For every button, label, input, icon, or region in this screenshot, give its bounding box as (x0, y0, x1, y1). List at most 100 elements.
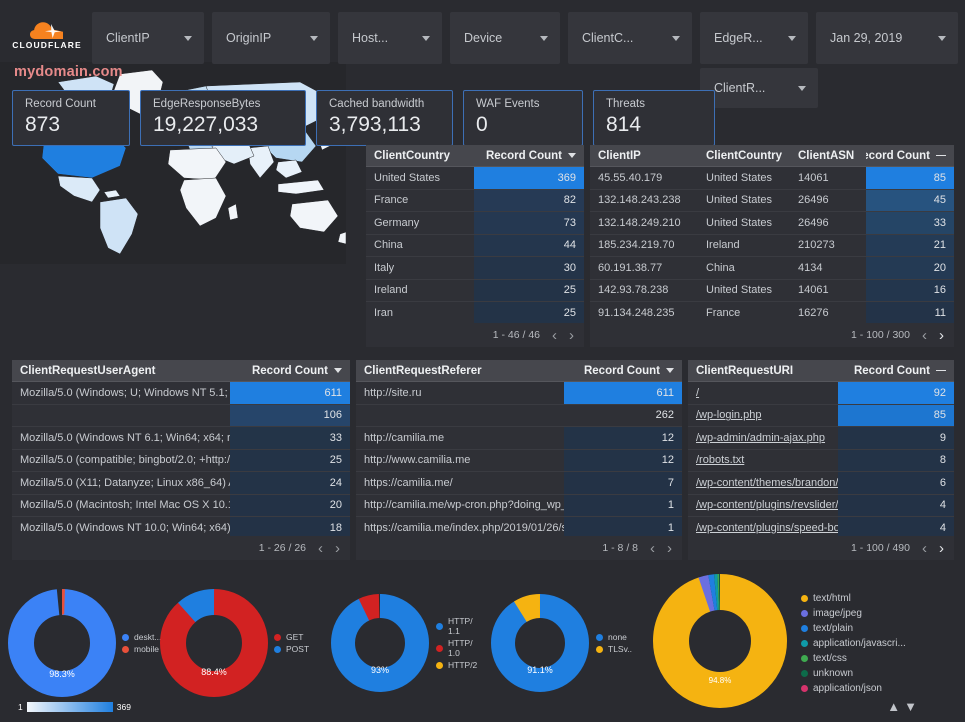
table-row[interactable]: http://site.ru 611 (356, 382, 682, 405)
next-page-button[interactable]: › (939, 326, 944, 344)
column-header-record-count[interactable]: Record Count — (838, 365, 954, 377)
column-header-clientip[interactable]: ClientIP (598, 149, 641, 162)
table-row[interactable]: /wp-content/plugins/revslider/rs-p... 4 (688, 494, 954, 517)
table-row[interactable]: https://camilia.me/ 7 (356, 472, 682, 495)
table-row[interactable]: 132.148.249.210 United States 26496 33 (590, 212, 954, 235)
table-row[interactable]: 91.134.248.235 France 16276 11 (590, 302, 954, 323)
table-row[interactable]: Mozilla/5.0 (Windows NT 6.1; Win64; x64;… (12, 427, 350, 450)
next-page-button[interactable]: › (335, 539, 340, 557)
cell-uri-link[interactable]: / (696, 386, 700, 399)
table-row[interactable]: Mozilla/5.0 (compatible; bingbot/2.0; +h… (12, 449, 350, 472)
legend-item[interactable]: deskt... (122, 632, 161, 642)
kpi-threats[interactable]: Threats 814 (593, 90, 715, 146)
next-page-button[interactable]: › (569, 326, 574, 344)
chart-device-type[interactable]: 98.3% deskt... mobile (8, 568, 161, 718)
sort-up-icon[interactable]: ▲ (887, 699, 901, 714)
column-header-referer[interactable]: ClientRequestReferer (364, 364, 482, 377)
filter-host[interactable]: Host... (338, 12, 442, 64)
filter-originip[interactable]: OriginIP (212, 12, 330, 64)
cell-uri-link[interactable]: /wp-content/plugins/speed-booste... (696, 521, 838, 534)
table-row[interactable]: /wp-content/themes/brandon/plu... 6 (688, 472, 954, 495)
kpi-edge-response-bytes[interactable]: EdgeResponseBytes 19,227,033 (140, 90, 306, 146)
table-row[interactable]: /wp-content/plugins/speed-booste... 4 (688, 517, 954, 536)
chart-request-method[interactable]: 88.4% GET POST (160, 568, 309, 718)
prev-page-button[interactable]: ‹ (552, 326, 557, 344)
legend-item[interactable]: mobile (122, 644, 161, 654)
legend-item[interactable]: TLSv.. (596, 644, 632, 654)
column-header-uri[interactable]: ClientRequestURI (696, 364, 794, 377)
legend-item[interactable]: text/css (801, 653, 906, 664)
table-row[interactable]: /robots.txt 8 (688, 449, 954, 472)
cell-uri-link[interactable]: /robots.txt (696, 454, 745, 467)
prev-page-button[interactable]: ‹ (922, 539, 927, 557)
column-header-clientasn[interactable]: ClientASN (798, 149, 855, 162)
cell-uri-link[interactable]: /wp-content/themes/brandon/plu... (696, 476, 838, 489)
legend-item[interactable]: text/plain (801, 623, 906, 634)
table-row[interactable]: http://camilia.me 12 (356, 427, 682, 450)
table-row[interactable]: Mozilla/5.0 (X11; Datanyze; Linux x86_64… (12, 472, 350, 495)
table-row[interactable]: Mozilla/5.0 (Windows NT 10.0; Win64; x64… (12, 517, 350, 536)
legend-item[interactable]: application/json (801, 683, 906, 694)
chart-tls-version[interactable]: 91.1% none TLSv.. (490, 568, 632, 718)
column-header-clientcountry[interactable]: ClientCountry (374, 149, 451, 162)
column-header-record-count[interactable]: Record Count — (866, 150, 954, 162)
kpi-record-count[interactable]: Record Count 873 (12, 90, 130, 146)
legend-item[interactable]: HTTP/ 1.1 (436, 616, 477, 636)
filter-edgeresponse[interactable]: EdgeR... (700, 12, 808, 64)
filter-clientcountry[interactable]: ClientC... (568, 12, 692, 64)
prev-page-button[interactable]: ‹ (318, 539, 323, 557)
table-row[interactable]: 185.234.219.70 Ireland 210273 21 (590, 234, 954, 257)
filter-clientip[interactable]: ClientIP (92, 12, 204, 64)
cell-uri-link[interactable]: /wp-login.php (696, 409, 762, 422)
table-row[interactable]: Ireland 25 (366, 279, 584, 302)
table-row[interactable]: /wp-admin/admin-ajax.php 9 (688, 427, 954, 450)
column-header-record-count[interactable]: Record Count (474, 150, 584, 162)
chart-http-version[interactable]: 93% HTTP/ 1.1 HTTP/ 1.0 HTTP/2 (330, 568, 477, 718)
kpi-cached-bandwidth[interactable]: Cached bandwidth 3,793,113 (316, 90, 453, 146)
table-row[interactable]: http://www.camilia.me 12 (356, 449, 682, 472)
filter-clientrequest[interactable]: ClientR... (700, 68, 818, 108)
legend-item[interactable]: image/jpeg (801, 608, 906, 619)
column-header-clientcountry[interactable]: ClientCountry (706, 149, 783, 162)
table-row[interactable]: /wp-login.php 85 (688, 404, 954, 427)
cell-uri-link[interactable]: /wp-content/plugins/revslider/rs-p... (696, 499, 838, 512)
table-row[interactable]: / 92 (688, 382, 954, 405)
table-row[interactable]: Iran 25 (366, 302, 584, 323)
table-row[interactable]: France 82 (366, 189, 584, 212)
prev-page-button[interactable]: ‹ (922, 326, 927, 344)
legend-item[interactable]: text/html (801, 593, 906, 604)
legend-item[interactable]: GET (274, 632, 309, 642)
filter-date-range[interactable]: Jan 29, 2019 (816, 12, 958, 64)
column-header-useragent[interactable]: ClientRequestUserAgent (20, 364, 156, 377)
table-row[interactable]: Italy 30 (366, 257, 584, 280)
table-row[interactable]: 142.93.78.238 United States 14061 16 (590, 279, 954, 302)
cell-uri-link[interactable]: /wp-admin/admin-ajax.php (696, 431, 826, 444)
table-row[interactable]: Mozilla/5.0 (Macintosh; Intel Mac OS X 1… (12, 494, 350, 517)
next-page-button[interactable]: › (667, 539, 672, 557)
legend-item[interactable]: none (596, 632, 632, 642)
table-row[interactable]: China 44 (366, 234, 584, 257)
next-page-button[interactable]: › (939, 539, 944, 557)
table-row[interactable]: https://camilia.me/index.php/2019/01/26/… (356, 517, 682, 536)
table-row[interactable]: 106 (12, 404, 350, 427)
table-row[interactable]: Germany 73 (366, 212, 584, 235)
column-header-record-count[interactable]: Record Count (564, 365, 682, 377)
table-row[interactable]: United States 369 (366, 167, 584, 190)
legend-item[interactable]: POST (274, 644, 309, 654)
table-row[interactable]: 45.55.40.179 United States 14061 85 (590, 167, 954, 190)
table-row[interactable]: Mozilla/5.0 (Windows; U; Windows NT 5.1;… (12, 382, 350, 405)
table-row[interactable]: 60.191.38.77 China 4134 20 (590, 257, 954, 280)
table-row[interactable]: 262 (356, 405, 682, 427)
legend-item[interactable]: application/javascri... (801, 638, 906, 649)
legend-item[interactable]: HTTP/ 1.0 (436, 638, 477, 658)
sort-down-icon[interactable]: ▼ (904, 699, 917, 714)
kpi-waf-events[interactable]: WAF Events 0 (463, 90, 583, 146)
chart-content-type[interactable]: 94.8% text/html image/jpeg text/plain (645, 568, 906, 718)
legend-sort-controls[interactable]: ▲ ▼ (887, 699, 917, 714)
column-header-record-count[interactable]: Record Count (230, 365, 350, 377)
legend-item[interactable]: HTTP/2 (436, 660, 477, 670)
legend-item[interactable]: unknown (801, 668, 906, 679)
table-row[interactable]: http://camilia.me/wp-cron.php?doing_wp_c… (356, 494, 682, 517)
filter-device[interactable]: Device (450, 12, 560, 64)
table-row[interactable]: 132.148.243.238 United States 26496 45 (590, 189, 954, 212)
